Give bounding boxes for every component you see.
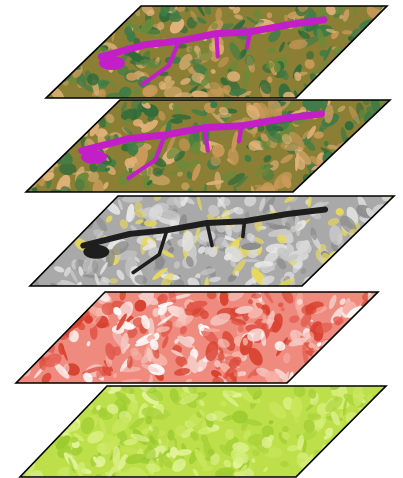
map-layer-5 xyxy=(18,385,388,478)
river-tributary xyxy=(131,228,169,275)
lake-feature xyxy=(80,150,107,164)
layer-outline xyxy=(24,99,393,193)
layer-texture xyxy=(50,6,387,98)
river-tributary xyxy=(205,221,214,248)
lake-feature xyxy=(83,244,110,259)
map-layer-1 xyxy=(44,5,389,99)
layer-outline xyxy=(28,195,396,287)
river-tributary xyxy=(126,132,167,181)
layer-outline xyxy=(44,5,389,99)
map-layer-2 xyxy=(24,99,393,193)
river-tributary xyxy=(214,31,220,59)
river-tributary xyxy=(241,219,247,239)
map-layer-3 xyxy=(28,195,396,287)
river-tributary xyxy=(244,29,253,50)
layer-texture xyxy=(30,196,394,286)
map-layer-4 xyxy=(14,291,380,384)
layer-outline xyxy=(14,291,380,384)
layer-outline xyxy=(18,385,388,478)
river-tributary xyxy=(140,38,182,87)
layer-texture xyxy=(20,292,376,383)
river-tributary xyxy=(202,125,210,153)
river-tributary xyxy=(236,123,244,144)
lake-feature xyxy=(98,56,125,70)
